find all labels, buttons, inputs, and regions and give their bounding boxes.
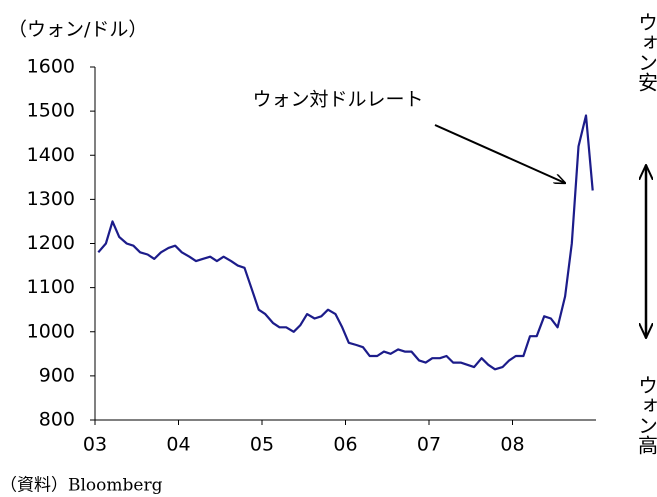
x-tick-label: 08 [500, 434, 524, 456]
y-tick-label: 1400 [27, 144, 75, 166]
y-tick-label: 1600 [27, 56, 75, 78]
y-tick-label: 900 [39, 364, 75, 386]
x-tick-label: 03 [83, 434, 107, 456]
x-tick-label: 04 [166, 434, 190, 456]
annotation-arrow [434, 124, 565, 183]
y-tick-label: 800 [39, 409, 75, 431]
x-tick-label: 07 [417, 434, 441, 456]
x-tick-label: 06 [333, 434, 357, 456]
right-bottom-label: ウォン高 [635, 375, 657, 455]
annotation: ウォン対ドルレート [252, 89, 423, 111]
right-top-label: ウォン安 [635, 12, 657, 92]
source: （資料）Bloomberg [0, 476, 163, 496]
y-tick-label: 1200 [27, 232, 75, 254]
y-tick-label: 1500 [27, 100, 75, 122]
x-tick-label: 05 [250, 434, 274, 456]
series-line [97, 114, 594, 371]
y-tick-label: 1100 [27, 276, 75, 298]
y-tick-label: 1300 [27, 188, 75, 210]
y-tick-label: 1000 [27, 320, 75, 342]
y-axis-label: （ウォン/ドル） [8, 19, 147, 41]
